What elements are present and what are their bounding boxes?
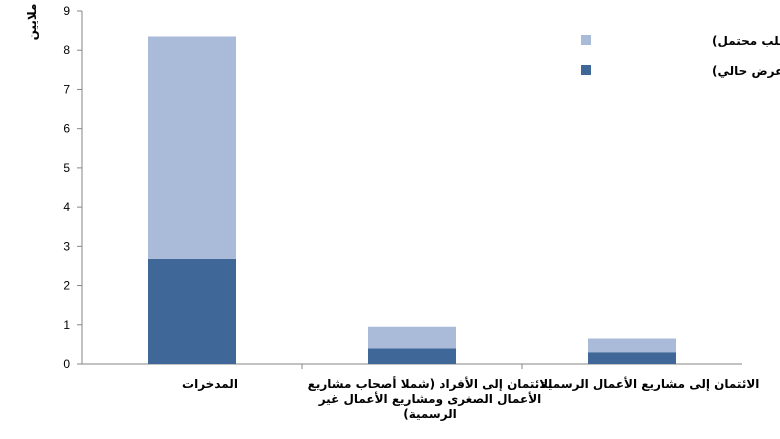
bar-segment-included	[368, 348, 456, 364]
legend-swatch	[581, 35, 591, 45]
y-tick-label: 0	[63, 357, 70, 371]
legend: مستبعدون (طلب محتمل) مشمولون (عرض حالي)	[581, 34, 780, 79]
y-tick-label: 6	[63, 122, 70, 136]
y-tick-label: 3	[63, 239, 70, 253]
y-tick-label: 2	[63, 279, 70, 293]
bar-segment-included	[588, 352, 676, 364]
category-label: المدخرات	[182, 377, 238, 391]
bars	[148, 36, 676, 364]
bar-segment-excluded	[588, 338, 676, 353]
legend-label: مستبعدون (طلب محتمل)	[712, 34, 780, 49]
y-tick-label: 5	[63, 161, 70, 175]
y-tick-label: 1	[63, 318, 70, 332]
y-tick-label: 4	[63, 200, 70, 214]
bar-segment-excluded	[368, 326, 456, 349]
y-tick-label: 9	[63, 4, 70, 18]
category-label: الائتمان إلى الأفراد (شملا أصحاب مشاريع ا…	[308, 376, 553, 421]
category-label: الائتمان إلى مشاريع الأعمال الرسمية	[541, 376, 760, 391]
bar-segment-included	[148, 258, 236, 364]
legend-swatch	[581, 65, 591, 75]
y-tick-label: 8	[63, 43, 70, 57]
bar-segment-excluded	[148, 36, 236, 259]
y-axis-label: ملايين	[25, 4, 39, 41]
legend-label: مشمولون (عرض حالي)	[712, 64, 780, 79]
y-tick-label: 7	[63, 82, 70, 96]
category-labels: المدخرات الائتمان إلى الأفراد (شملا أصحاب…	[182, 376, 759, 421]
